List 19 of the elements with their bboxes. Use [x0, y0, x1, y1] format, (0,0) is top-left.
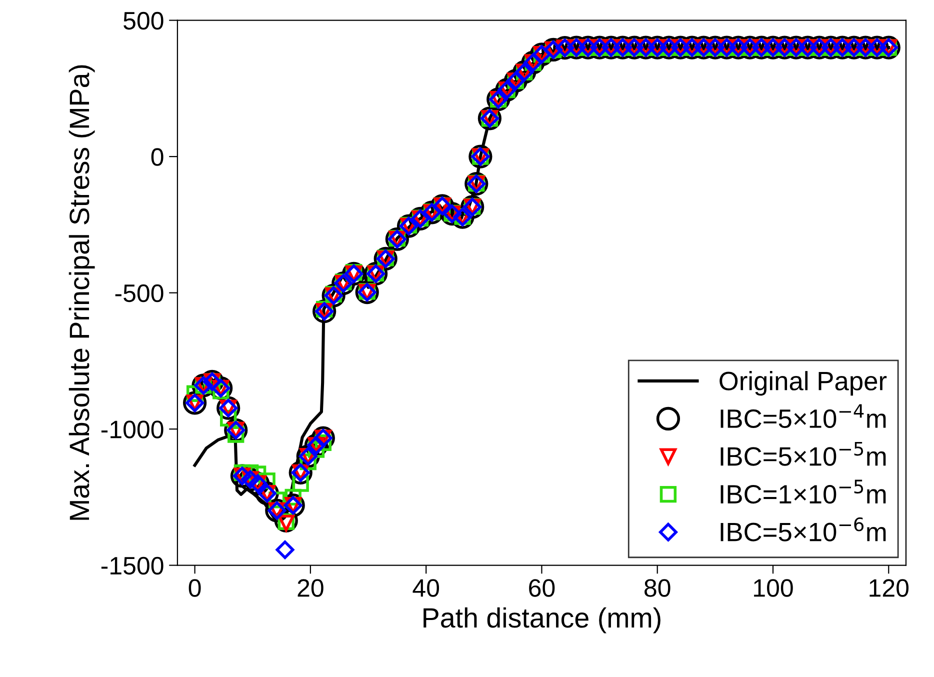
legend-label: IBC=5×10$^{−5}$m [720, 442, 886, 466]
x-tick-label: 60 [529, 579, 555, 597]
legend-label: IBC=1×10$^{−5}$m [720, 480, 886, 504]
y-tick-label: 0 [151, 148, 164, 166]
y-tick-label: -1000 [101, 420, 164, 438]
x-tick-label: 0 [188, 579, 201, 597]
y-tick-label: -500 [115, 284, 164, 302]
x-tick-label: 100 [754, 579, 793, 597]
x-tick-label: 120 [870, 579, 909, 597]
y-tick-label: -1500 [101, 556, 164, 575]
y-tick-label: 500 [124, 12, 164, 30]
x-tick-label: 80 [644, 579, 670, 597]
y-axis-title: Max. Absolute Principal Stress (MPa) [68, 65, 95, 520]
x-tick-label: 20 [298, 579, 324, 597]
legend-label: Original Paper [720, 371, 887, 396]
legend-label: IBC=5×10$^{−6}$m [720, 517, 886, 542]
legend-label: IBC=5×10$^{−4}$m [720, 404, 886, 428]
x-axis-title: Path distance (mm) [424, 607, 660, 634]
x-tick-label: 40 [412, 579, 440, 597]
